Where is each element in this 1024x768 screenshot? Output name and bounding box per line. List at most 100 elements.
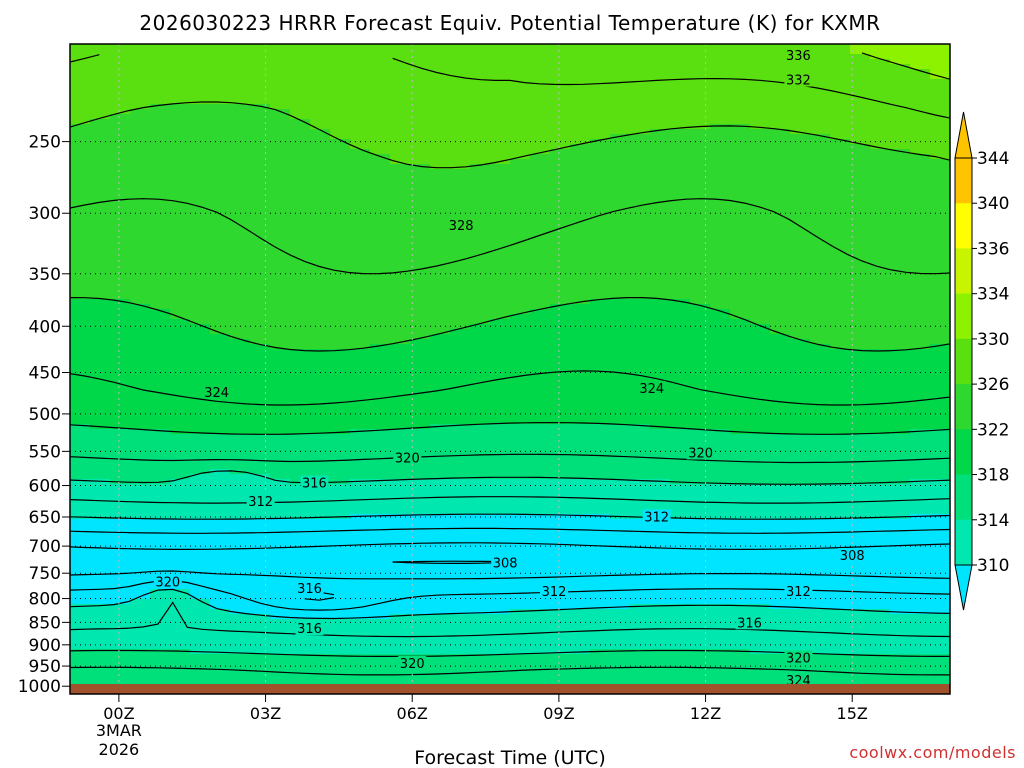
field-cell — [110, 354, 131, 360]
field-cell — [210, 144, 231, 150]
field-cell — [410, 534, 431, 540]
field-cell — [170, 349, 191, 355]
field-cell — [490, 249, 511, 255]
field-cell — [570, 129, 591, 135]
field-cell — [570, 354, 591, 360]
field-cell — [310, 194, 331, 200]
field-cell — [750, 334, 771, 340]
field-cell — [770, 589, 791, 595]
field-cell — [790, 124, 811, 130]
field-cell — [310, 524, 331, 530]
field-cell — [930, 554, 950, 560]
field-cell — [150, 79, 171, 85]
field-cell — [870, 364, 891, 370]
field-cell — [290, 334, 311, 340]
field-cell — [910, 199, 931, 205]
field-cell — [150, 469, 171, 475]
field-cell — [170, 549, 191, 555]
field-cell — [430, 409, 451, 415]
field-cell — [610, 234, 631, 240]
field-cell — [610, 419, 631, 425]
field-cell — [770, 499, 791, 505]
field-cell — [90, 399, 111, 405]
field-cell — [130, 194, 151, 200]
field-cell — [250, 69, 271, 75]
field-cell — [890, 334, 911, 340]
field-cell — [510, 244, 531, 250]
field-cell — [270, 534, 291, 540]
field-cell — [470, 439, 491, 445]
field-cell — [530, 84, 551, 90]
field-cell — [870, 389, 891, 395]
field-cell — [530, 409, 551, 415]
field-cell — [230, 89, 251, 95]
field-cell — [490, 69, 511, 75]
field-cell — [750, 174, 771, 180]
field-cell — [910, 99, 931, 105]
field-cell — [610, 74, 631, 80]
field-cell — [270, 164, 291, 170]
field-cell — [750, 294, 771, 300]
field-cell — [630, 194, 651, 200]
field-cell — [590, 284, 611, 290]
field-cell — [830, 439, 851, 445]
field-cell — [630, 274, 651, 280]
field-cell — [810, 499, 831, 505]
field-cell — [370, 434, 391, 440]
field-cell — [790, 414, 811, 420]
field-cell — [590, 439, 611, 445]
field-cell — [710, 579, 731, 585]
field-cell — [510, 549, 531, 555]
field-cell — [510, 589, 531, 595]
field-cell — [750, 194, 771, 200]
field-cell — [890, 314, 911, 320]
field-cell — [150, 384, 171, 390]
field-cell — [250, 439, 271, 445]
field-cell — [630, 484, 651, 490]
field-cell — [530, 439, 551, 445]
field-cell — [890, 364, 911, 370]
field-cell — [770, 294, 791, 300]
field-cell — [70, 384, 91, 390]
field-cell — [210, 109, 231, 115]
field-cell — [770, 114, 791, 120]
field-cell — [570, 189, 591, 195]
field-cell — [510, 314, 531, 320]
field-cell — [670, 404, 691, 410]
field-cell — [510, 489, 531, 495]
field-cell — [350, 339, 371, 345]
field-cell — [250, 354, 271, 360]
field-cell — [550, 414, 571, 420]
field-cell — [570, 264, 591, 270]
field-cell — [290, 124, 311, 130]
field-cell — [350, 44, 371, 50]
field-cell — [730, 129, 751, 135]
field-cell — [690, 154, 711, 160]
field-cell — [590, 599, 611, 605]
field-cell — [410, 184, 431, 190]
field-cell — [810, 454, 831, 460]
field-cell — [790, 329, 811, 335]
field-cell — [850, 189, 871, 195]
field-cell — [230, 524, 251, 530]
field-cell — [890, 579, 911, 585]
field-cell — [750, 564, 771, 570]
field-cell — [690, 44, 711, 50]
field-cell — [810, 544, 831, 550]
field-cell — [230, 354, 251, 360]
field-cell — [330, 159, 351, 165]
field-cell — [190, 374, 211, 380]
field-cell — [910, 294, 931, 300]
field-cell — [710, 334, 731, 340]
field-cell — [310, 374, 331, 380]
field-cell — [910, 254, 931, 260]
field-cell — [110, 594, 131, 600]
field-cell — [830, 134, 851, 140]
field-cell — [410, 299, 431, 305]
field-cell — [570, 384, 591, 390]
field-cell — [610, 304, 631, 310]
field-cell — [70, 554, 91, 560]
field-cell — [290, 534, 311, 540]
field-cell — [790, 164, 811, 170]
field-cell — [570, 394, 591, 400]
